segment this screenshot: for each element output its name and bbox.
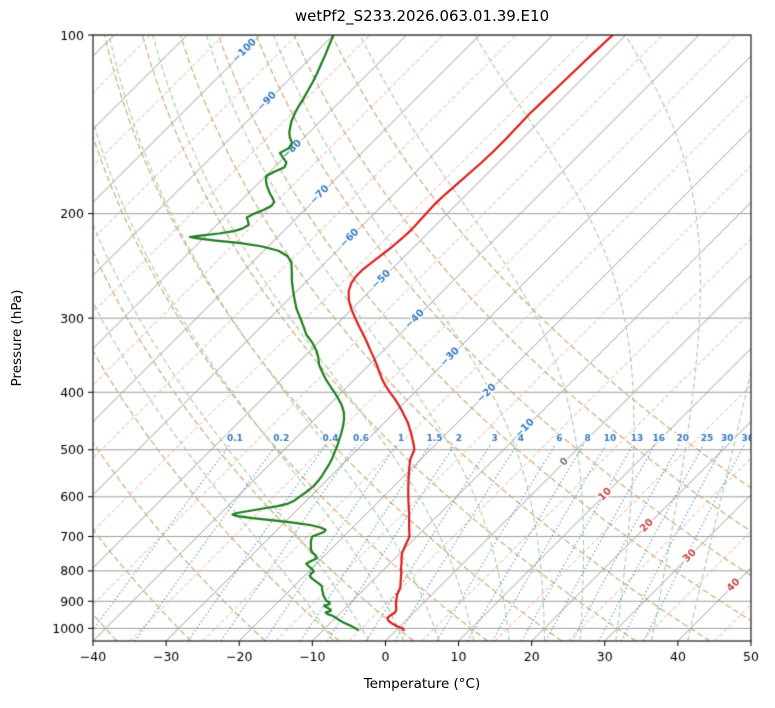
y-axis-label: Pressure (hPa) — [9, 289, 25, 387]
chart-title: wetPf2_S233.2026.063.01.39.E10 — [294, 7, 550, 25]
x-axis-label: Temperature (°C) — [363, 676, 481, 692]
